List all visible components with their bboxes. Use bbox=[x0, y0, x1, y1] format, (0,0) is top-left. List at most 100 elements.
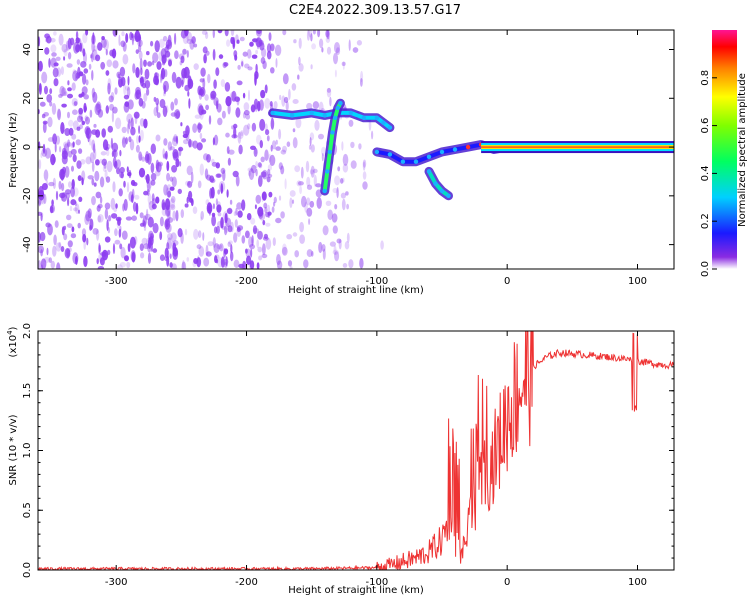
spectrogram-noise-cell bbox=[145, 173, 150, 184]
spectrogram-noise-cell bbox=[380, 240, 384, 250]
spectrogram-noise-cell bbox=[79, 42, 82, 52]
spectrogram-noise-cell bbox=[53, 31, 57, 36]
spectrogram-noise-cell bbox=[348, 119, 354, 127]
spectrogram-noise-cell bbox=[309, 169, 314, 175]
spectrogram-noise-cell bbox=[203, 53, 207, 64]
spectrogram-noise-cell bbox=[257, 246, 263, 253]
spectrogram-noise-cell bbox=[63, 233, 68, 241]
spectrogram-noise-cell bbox=[38, 159, 42, 170]
spectrogram-noise-cell bbox=[138, 125, 141, 134]
spectrogram-noise-cell bbox=[237, 131, 242, 144]
spectrogram-noise-cell bbox=[224, 30, 229, 37]
spectrogram-noise-cell bbox=[107, 227, 111, 234]
spectrogram-noise-cell bbox=[192, 206, 198, 214]
spectrogram-noise-cell bbox=[49, 88, 53, 95]
spectrogram-trace-point bbox=[439, 188, 445, 194]
spectrogram-noise-cell bbox=[221, 225, 226, 230]
spectrogram-noise-cell bbox=[151, 60, 155, 66]
spectrogram-noise-cell bbox=[70, 199, 77, 206]
spectrogram-noise-cell bbox=[268, 191, 273, 198]
spectrogram-noise-cell bbox=[97, 42, 103, 51]
colorbar-ticks: 0.0 0.2 0.4 0.6 0.8 bbox=[700, 70, 717, 277]
spectrogram-noise-cell bbox=[213, 243, 220, 254]
snr-scale-label: (x104) bbox=[6, 326, 19, 357]
snr-ytick-label: 1.5 bbox=[22, 383, 33, 399]
spectrogram-xtick-label: -200 bbox=[235, 276, 258, 287]
spectrogram-noise-cell bbox=[166, 242, 170, 250]
spectrogram-noise-cell bbox=[48, 181, 55, 187]
spectrogram-noise-cell bbox=[91, 40, 95, 53]
spectrogram-noise-cell bbox=[105, 143, 111, 150]
spectrogram-noise-cell bbox=[89, 109, 93, 118]
spectrogram-noise-cell bbox=[162, 35, 168, 42]
spectrogram-noise-cell bbox=[146, 51, 150, 56]
spectrogram-noise-cell bbox=[97, 203, 103, 209]
colorbar-tick-label: 0.2 bbox=[700, 213, 711, 229]
spectrogram-trace-point bbox=[452, 147, 458, 152]
spectrogram-noise-cell bbox=[110, 197, 116, 210]
spectrogram-noise-cell bbox=[128, 136, 132, 143]
spectrogram-noise-cell bbox=[91, 195, 96, 206]
spectrogram-noise-cell bbox=[202, 46, 208, 54]
spectrogram-noise-cell bbox=[147, 193, 152, 205]
spectrogram-noise-cell bbox=[150, 162, 155, 174]
spectrogram-xlabel: Height of straight line (km) bbox=[288, 285, 424, 296]
spectrogram-noise-cell bbox=[184, 203, 189, 208]
spectrogram-noise-cell bbox=[236, 39, 240, 44]
spectrogram-noise-cell bbox=[317, 30, 321, 38]
spectrogram-noise-cell bbox=[141, 237, 148, 245]
spectrogram-noise-cell bbox=[250, 248, 253, 258]
spectrogram-noise-cell bbox=[168, 210, 171, 222]
spectrogram-noise-cell bbox=[280, 149, 287, 155]
spectrogram-noise-cell bbox=[238, 144, 243, 155]
spectrogram-noise-cell bbox=[118, 228, 122, 238]
spectrogram-noise-cell bbox=[61, 154, 68, 165]
spectrogram-noise-cell bbox=[251, 54, 258, 59]
spectrogram-noise-cell bbox=[113, 207, 118, 213]
spectrogram-noise-cell bbox=[53, 234, 57, 246]
spectrogram-noise-cell bbox=[115, 203, 118, 209]
spectrogram-noise-cell bbox=[73, 101, 78, 106]
spectrogram-noise-cell bbox=[318, 133, 324, 140]
spectrogram-noise-cell bbox=[135, 202, 139, 215]
spectrogram-noise-cell bbox=[167, 217, 174, 223]
spectrogram-noise-cell bbox=[319, 38, 324, 49]
spectrogram-noise-cell bbox=[152, 222, 159, 234]
spectrogram-noise-cell bbox=[118, 78, 123, 88]
spectrogram-noise-cell bbox=[143, 93, 148, 102]
spectrogram-noise-cell bbox=[53, 78, 59, 87]
spectrogram-noise-cell bbox=[104, 236, 111, 243]
spectrogram-noise-cell bbox=[316, 197, 322, 209]
spectrogram-noise-cell bbox=[38, 60, 43, 72]
spectrogram-noise-cell bbox=[265, 222, 271, 227]
spectrogram-noise-cell bbox=[49, 37, 56, 43]
spectrogram-noise-cell bbox=[43, 169, 49, 181]
spectrogram-noise-cell bbox=[114, 87, 118, 95]
spectrogram-noise-cell bbox=[278, 162, 283, 170]
spectrogram-noise-cell bbox=[244, 63, 250, 69]
spectrogram-noise-cell bbox=[289, 190, 296, 197]
spectrogram-noise-cell bbox=[265, 237, 272, 250]
spectrogram-noise-cell bbox=[211, 215, 217, 227]
spectrogram-trace-point bbox=[322, 188, 327, 194]
spectrogram-noise-cell bbox=[38, 231, 41, 243]
spectrogram-noise-cell bbox=[46, 94, 53, 103]
spectrogram-noise-cell bbox=[282, 30, 287, 36]
spectrogram-noise-cell bbox=[142, 219, 146, 227]
spectrogram-noise-cell bbox=[154, 78, 159, 86]
spectrogram-noise-cell bbox=[143, 190, 149, 196]
spectrogram-xtick-label: -100 bbox=[366, 276, 389, 287]
spectrogram-noise-cell bbox=[95, 54, 101, 62]
spectrogram-noise-cell bbox=[106, 160, 113, 173]
spectrogram-noise-cell bbox=[274, 44, 282, 56]
spectrogram-noise-cell bbox=[72, 109, 78, 115]
spectrogram-noise-cell bbox=[112, 181, 116, 193]
spectrogram-trace-point bbox=[413, 159, 419, 164]
spectrogram-noise-cell bbox=[209, 188, 213, 199]
spectrogram-noise-cell bbox=[94, 170, 100, 182]
spectrogram-noise-cell bbox=[234, 96, 241, 102]
spectrogram-noise-cell bbox=[256, 262, 260, 269]
spectrogram-noise-cell bbox=[42, 121, 47, 134]
spectrogram-noise-cell bbox=[198, 230, 202, 239]
